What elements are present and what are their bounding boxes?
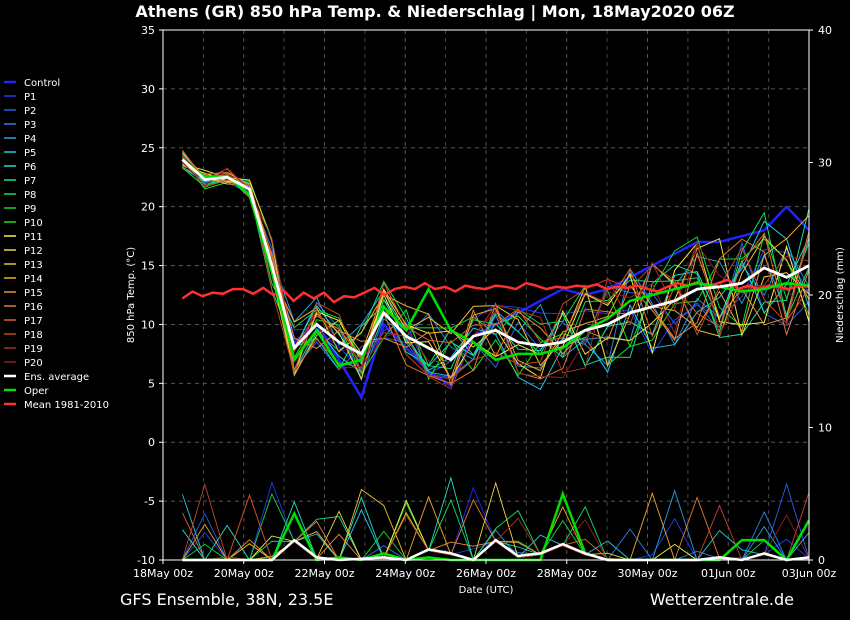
series-line-oper: [181, 158, 810, 368]
legend-label: P1: [24, 92, 36, 103]
y-axis-left-label: 850 hPa Temp. (°C): [126, 247, 137, 343]
y-tick-label-left: 15: [141, 260, 155, 273]
main-series: [181, 158, 811, 562]
y-tick-label-right: 40: [818, 24, 832, 37]
y-tick-label-left: 20: [141, 201, 155, 214]
legend-label: P8: [24, 190, 36, 201]
x-tick-label: 28May 00z: [537, 567, 597, 580]
legend-label: P10: [24, 218, 43, 229]
legend-label: P5: [24, 148, 36, 159]
legend-label: P18: [24, 330, 43, 341]
legend-label: P12: [24, 246, 43, 257]
x-tick-label: 24May 00z: [375, 567, 435, 580]
footer-brand: Wetterzentrale.de: [650, 590, 794, 609]
x-tick-label: 18May 00z: [133, 567, 193, 580]
legend-label: P20: [24, 358, 43, 369]
footer-source: GFS Ensemble, 38N, 23.5E: [120, 590, 333, 609]
legend-label: P7: [24, 176, 36, 187]
x-axis-label: Date (UTC): [459, 585, 514, 596]
precip-line-ens-average: [182, 538, 810, 562]
legend-label: P3: [24, 120, 36, 131]
y-tick-label-left: 5: [148, 377, 155, 390]
series-line-p19: [182, 155, 810, 390]
chart-title: Athens (GR) 850 hPa Temp. & Niederschlag…: [135, 2, 734, 22]
y-axis-left: 35 30 25 20 15 10 5 0 -5 -10: [137, 24, 163, 567]
legend-label: P6: [24, 162, 36, 173]
x-tick-label: 22May 00z: [294, 567, 354, 580]
y-tick-label-left: 10: [141, 318, 155, 331]
legend-label: P13: [24, 260, 43, 271]
series-line-p18: [181, 156, 810, 380]
x-tick-label: 01Jun 00z: [701, 567, 756, 580]
legend-label: Ens. average: [24, 372, 89, 383]
x-tick-label: 20May 00z: [214, 567, 274, 580]
legend-label: Control: [24, 78, 60, 89]
series-line-p4: [182, 164, 810, 377]
legend-label: P9: [24, 204, 36, 215]
y-tick-label-right: 30: [818, 157, 832, 170]
y-tick-label-left: 0: [148, 436, 155, 449]
legend: Control P1 P2 P3 P4 P5 P6 P7 P8 P9 P10 P11 P12 P13 P14…: [4, 78, 109, 411]
y-tick-label-left: 25: [141, 142, 155, 155]
legend-label: P17: [24, 316, 43, 327]
legend-label: P15: [24, 288, 43, 299]
legend-label: P14: [24, 274, 43, 285]
series-line-p14: [182, 165, 810, 387]
legend-label: P2: [24, 106, 36, 117]
y-tick-label-right: 10: [818, 422, 832, 435]
series-line-ens-average: [181, 158, 810, 362]
legend-label: Oper: [24, 386, 49, 397]
y-axis-right-label: Niederschlag (mm): [835, 247, 846, 343]
x-tick-label: 30May 00z: [617, 567, 677, 580]
legend-label: P19: [24, 344, 43, 355]
y-axis-right: 40 30 20 10 0: [809, 24, 832, 567]
x-tick-label: 26May 00z: [456, 567, 516, 580]
legend-label: P4: [24, 134, 36, 145]
legend-label: P16: [24, 302, 43, 313]
y-tick-label-left: -5: [144, 495, 155, 508]
y-tick-label-left: 35: [141, 24, 155, 37]
legend-label: Mean 1981-2010: [24, 400, 109, 411]
y-tick-label-right: 0: [818, 554, 825, 567]
y-tick-label-right: 20: [818, 289, 832, 302]
x-axis: 18May 00z 20May 00z 22May 00z 24May 00z 26Ma…: [133, 560, 836, 580]
x-tick-label: 03Jun 00z: [782, 567, 837, 580]
legend-label: P11: [24, 232, 43, 243]
y-tick-label-left: -10: [137, 554, 155, 567]
y-tick-label-left: 30: [141, 83, 155, 96]
